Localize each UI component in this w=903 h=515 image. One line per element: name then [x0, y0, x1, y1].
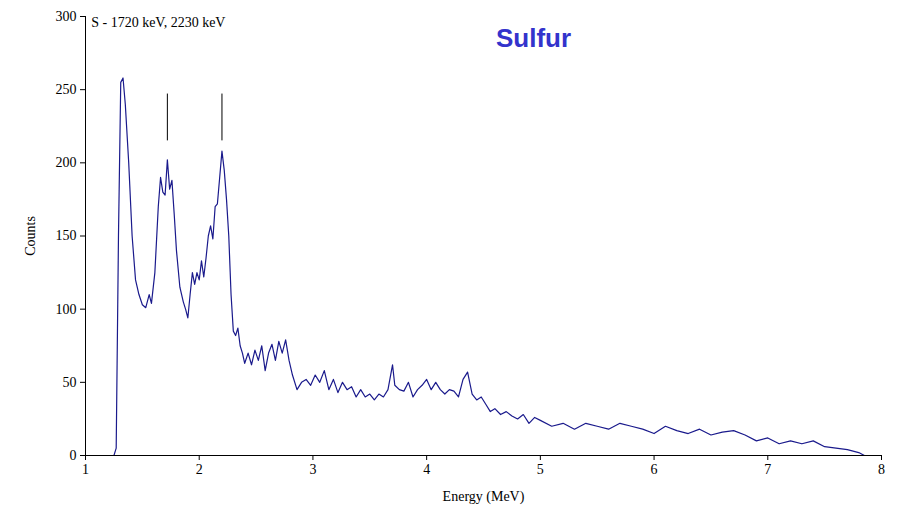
- svg-text:200: 200: [56, 155, 77, 170]
- svg-text:6: 6: [651, 462, 658, 477]
- svg-text:3: 3: [309, 462, 316, 477]
- svg-text:Energy (MeV): Energy (MeV): [443, 489, 525, 505]
- svg-text:7: 7: [764, 462, 771, 477]
- svg-text:50: 50: [63, 375, 77, 390]
- svg-text:2: 2: [196, 462, 203, 477]
- svg-text:0: 0: [70, 448, 77, 463]
- svg-text:150: 150: [56, 228, 77, 243]
- svg-text:300: 300: [56, 9, 77, 24]
- svg-text:Sulfur: Sulfur: [496, 23, 571, 53]
- svg-text:1: 1: [82, 462, 89, 477]
- svg-text:100: 100: [56, 302, 77, 317]
- svg-text:4: 4: [423, 462, 430, 477]
- svg-text:250: 250: [56, 82, 77, 97]
- svg-text:8: 8: [878, 462, 885, 477]
- svg-text:Counts: Counts: [23, 216, 38, 256]
- svg-text:S - 1720 keV, 2230 keV: S - 1720 keV, 2230 keV: [91, 15, 225, 30]
- svg-text:5: 5: [537, 462, 544, 477]
